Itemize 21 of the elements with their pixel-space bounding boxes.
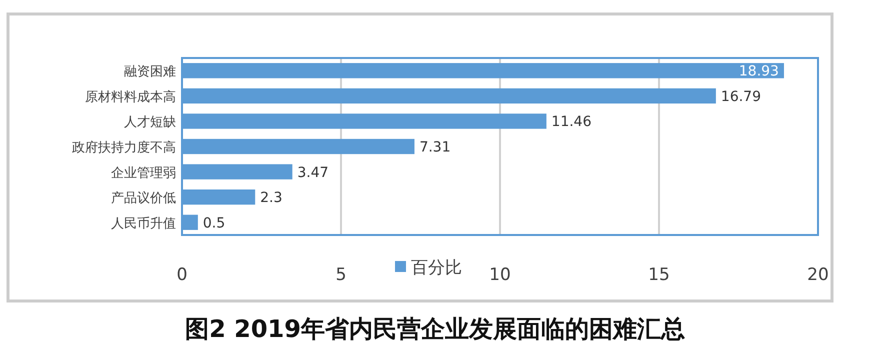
x-tick-label: 15	[648, 265, 670, 285]
text: 图2 2019年省内民营企业发展面临的困难汇总	[185, 315, 685, 343]
data-label: 0.5	[202, 215, 226, 232]
data-label: 3.47	[297, 164, 329, 181]
x-tick-label: 5	[336, 265, 346, 285]
x-tick-label: 10	[489, 265, 511, 285]
y-tick-label: 人才短缺	[124, 114, 176, 130]
x-tick-label: 20	[807, 265, 829, 285]
y-tick-label: 人民币升值	[111, 215, 176, 230]
data-label: 2.3	[260, 190, 282, 206]
y-tick-label: 政府扶持力度不高	[72, 140, 176, 154]
data-label: 11.46	[551, 114, 592, 130]
data-label: 7.31	[419, 140, 451, 156]
y-tick-label: 原材料料成本高	[85, 88, 176, 104]
y-tick-label: 产品议价低	[111, 190, 176, 206]
y-tick-label: 企业管理弱	[111, 164, 176, 180]
x-tick-label: 0	[176, 265, 188, 285]
data-label: 18.93	[738, 64, 779, 80]
data-label: 16.79	[720, 88, 762, 105]
y-tick-label: 融资困难	[124, 64, 176, 79]
legend-label: 百分比	[411, 258, 462, 277]
